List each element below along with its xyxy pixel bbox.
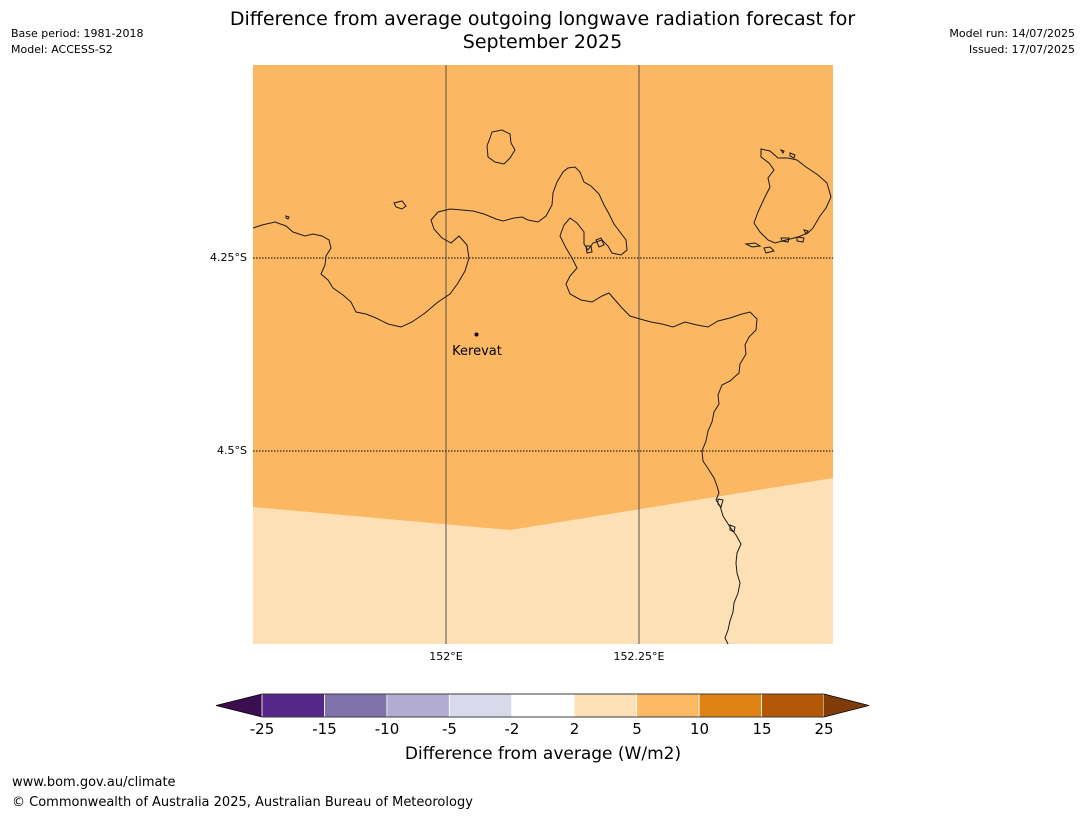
footer-url[interactable]: www.bom.gov.au/climate <box>12 775 176 790</box>
lat-label-4-5: 4.5°S <box>217 444 247 457</box>
colorbar-label: Difference from average (W/m2) <box>404 744 682 764</box>
cb-tick-label: -10 <box>374 720 400 738</box>
kerevat-label: Kerevat <box>452 344 502 359</box>
kerevat-marker <box>474 332 479 337</box>
model-text: Model: ACCESS-S2 <box>11 43 113 56</box>
title-line-2: September 2025 <box>462 31 623 53</box>
page-title: Difference from average outgoing longwav… <box>180 8 905 54</box>
cb-tick-label: -15 <box>312 720 337 738</box>
footer-copyright: © Commonwealth of Australia 2025, Austra… <box>12 795 473 810</box>
cb-tick-label: -25 <box>249 720 275 738</box>
colorbar-segment <box>324 693 388 718</box>
lon-label-152-25: 152.25°E <box>613 650 665 663</box>
cb-tick-label: 25 <box>814 720 834 738</box>
cb-tick-label: 10 <box>689 720 710 738</box>
cb-tick-label: -5 <box>442 720 457 738</box>
cb-tick-label: -2 <box>504 720 520 738</box>
cb-tick-label: 5 <box>632 720 642 738</box>
meta-left: Base period: 1981-2018 Model: ACCESS-S2 <box>11 26 143 58</box>
title-line-1: Difference from average outgoing longwav… <box>229 8 856 30</box>
colorbar-outline <box>215 693 870 718</box>
colorbar-segment <box>511 693 575 718</box>
cb-tick-label: 15 <box>752 720 772 738</box>
colorbar-segment <box>573 693 638 718</box>
colorbar-segment <box>261 693 325 718</box>
colorbar-segment <box>448 693 513 718</box>
coastline <box>253 129 832 644</box>
anomaly-zone-2-5 <box>253 478 833 644</box>
meta-right: Model run: 14/07/2025 Issued: 17/07/2025 <box>949 26 1075 58</box>
colorbar-segment <box>386 693 450 718</box>
issued-text: Issued: 17/07/2025 <box>968 43 1075 56</box>
base-period-text: Base period: 1981-2018 <box>11 27 144 40</box>
cb-tick-label: 2 <box>569 720 580 738</box>
lon-label-152: 152°E <box>429 650 463 663</box>
model-run-text: Model run: 14/07/2025 <box>949 27 1075 40</box>
colorbar-segment <box>636 693 700 718</box>
colorbar-segment <box>761 693 825 718</box>
colorbar-extend-high <box>824 694 869 717</box>
lat-label-4-25: 4.25°S <box>210 251 247 264</box>
colorbar-segment <box>698 693 762 718</box>
colorbar-extend-low <box>216 694 262 717</box>
